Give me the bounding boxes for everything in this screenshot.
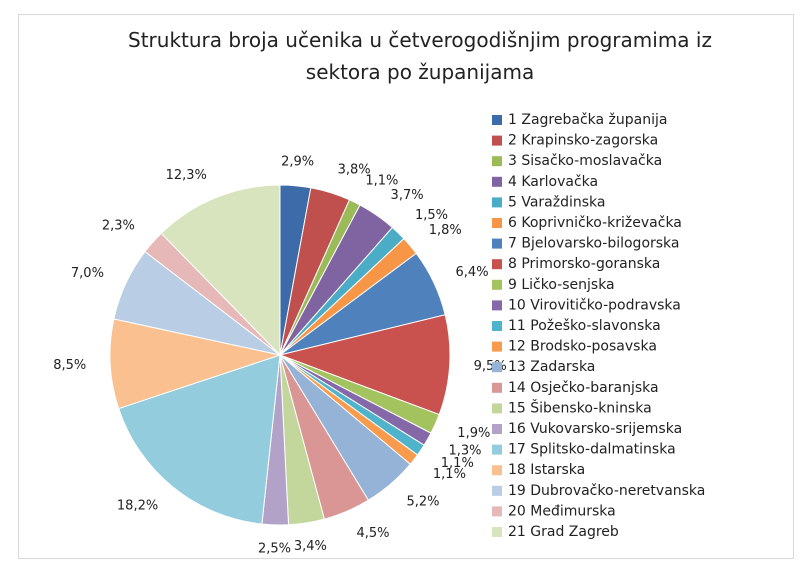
data-label: 2,9% xyxy=(281,154,314,169)
legend-swatch xyxy=(492,218,502,228)
legend-label: 11 Požeško-slavonska xyxy=(508,318,661,334)
legend-swatch xyxy=(492,485,502,496)
legend-swatch xyxy=(492,382,502,393)
data-label: 1,1% xyxy=(433,467,466,482)
legend-label: 15 Šibensko-kninska xyxy=(508,398,652,416)
legend-label: 13 Zadarska xyxy=(508,359,595,375)
legend-swatch xyxy=(492,465,502,476)
data-label: 1,5% xyxy=(415,208,448,223)
chart-title: Struktura broja učenika u četverogodišnj… xyxy=(128,28,712,84)
legend-label: 20 Međimurska xyxy=(508,503,616,519)
legend-swatch xyxy=(492,259,502,270)
legend-swatch xyxy=(492,444,502,455)
legend-label: 10 Virovitičko-podravska xyxy=(508,297,681,313)
legend-swatch xyxy=(492,135,502,146)
legend-label: 1 Zagrebačka županija xyxy=(508,112,667,128)
legend-swatch xyxy=(492,115,502,125)
legend-swatch xyxy=(492,424,502,434)
legend-label: 5 Varaždinska xyxy=(508,194,606,210)
data-label: 7,0% xyxy=(71,266,104,281)
data-label: 4,5% xyxy=(356,526,389,541)
legend-swatch xyxy=(492,238,502,249)
data-label: 1,1% xyxy=(441,456,474,471)
legend-swatch xyxy=(492,527,502,537)
data-label: 2,5% xyxy=(258,541,291,556)
legend-swatch xyxy=(492,176,502,187)
legend-label: 19 Dubrovačko-neretvanska xyxy=(508,483,705,499)
pie-slice xyxy=(109,318,282,410)
legend-swatch xyxy=(492,156,502,167)
legend-label: 16 Vukovarsko-srijemska xyxy=(508,421,682,437)
legend-label: 14 Osječko-baranjska xyxy=(508,380,659,396)
legend-swatch xyxy=(492,279,502,290)
data-label: 1,3% xyxy=(449,444,482,459)
data-label: 6,4% xyxy=(456,265,489,280)
legend-label: 7 Bjelovarsko-bilogorska xyxy=(508,236,680,252)
data-label: 2,3% xyxy=(102,219,135,234)
legend-label: 3 Sisačko-moslavačka xyxy=(508,153,662,169)
legend-label: 17 Splitsko-dalmatinska xyxy=(508,442,676,458)
legend-swatch xyxy=(492,321,502,331)
legend-label: 4 Karlovačka xyxy=(508,174,598,190)
legend-swatch xyxy=(492,362,502,373)
data-label: 5,2% xyxy=(406,495,439,510)
legend-label: 6 Koprivničko-križevačka xyxy=(508,215,682,231)
legend-label: 9 Ličko-senjska xyxy=(508,277,615,293)
pie-slice xyxy=(278,314,451,416)
pie-slice xyxy=(160,184,281,357)
data-label: 1,1% xyxy=(365,173,398,188)
legend-swatch xyxy=(492,300,502,311)
legend-swatch xyxy=(492,506,502,517)
data-label: 3,8% xyxy=(338,162,371,177)
chart-frame xyxy=(18,14,794,559)
legend-label: 18 Istarska xyxy=(508,462,585,478)
data-label: 3,7% xyxy=(391,188,424,203)
pie-slice xyxy=(118,354,281,525)
data-label: 3,4% xyxy=(294,539,327,554)
data-label: 1,9% xyxy=(457,426,490,441)
data-label: 18,2% xyxy=(117,499,158,514)
data-label: 8,5% xyxy=(53,358,86,373)
legend-swatch xyxy=(492,403,502,414)
data-label: 1,8% xyxy=(429,223,462,238)
legend-label: 21 Grad Zagreb xyxy=(508,524,619,540)
legend-swatch xyxy=(492,341,502,352)
data-label: 12,3% xyxy=(166,168,207,183)
legend-label: 2 Krapinsko-zagorska xyxy=(508,133,658,149)
legend-label: 12 Brodsko-posavska xyxy=(508,339,657,355)
legend-swatch xyxy=(492,197,502,208)
legend-label: 8 Primorsko-goranska xyxy=(508,256,660,272)
